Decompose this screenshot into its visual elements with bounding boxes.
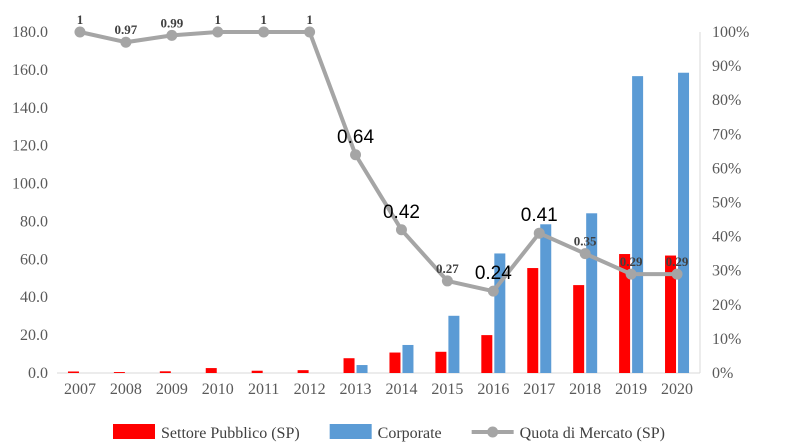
- bar-settore-pubblico: [481, 335, 493, 373]
- y-left-tick-label: 0.0: [28, 365, 48, 382]
- y-left-tick-label: 40.0: [20, 289, 48, 306]
- y-right-tick-label: 90%: [712, 58, 741, 75]
- x-tick-label: 2013: [340, 381, 372, 398]
- x-tick-label: 2020: [661, 381, 693, 398]
- data-label-quota: 0.27: [436, 261, 459, 276]
- y-left-tick-label: 60.0: [20, 251, 48, 268]
- x-tick-label: 2008: [110, 381, 142, 398]
- legend-label: Quota di Mercato (SP): [520, 425, 665, 442]
- y-right-tick-label: 30%: [712, 263, 741, 280]
- bar-settore-pubblico: [619, 254, 631, 373]
- data-label-quota: 0.99: [160, 15, 183, 30]
- line-point-quota: [350, 149, 362, 161]
- y-left-tick-label: 160.0: [12, 62, 48, 79]
- data-label-quota: 0.24: [475, 263, 512, 284]
- bar-corporate: [678, 72, 690, 373]
- bar-settore-pubblico: [113, 372, 125, 373]
- line-point-quota: [74, 26, 86, 38]
- data-label-quota: 1: [77, 12, 84, 27]
- x-tick-label: 2019: [615, 381, 647, 398]
- bar-settore-pubblico: [205, 368, 217, 373]
- y-left-tick-label: 120.0: [12, 138, 48, 155]
- y-right-tick-label: 0%: [712, 365, 733, 382]
- y-left-tick-label: 100.0: [12, 176, 48, 193]
- line-point-quota: [579, 248, 591, 260]
- legend-label: Corporate: [378, 425, 442, 442]
- bar-settore-pubblico: [251, 370, 263, 373]
- y-left-tick-label: 80.0: [20, 213, 48, 230]
- line-point-quota: [441, 275, 453, 287]
- line-point-quota: [625, 268, 637, 280]
- x-tick-label: 2014: [385, 381, 417, 398]
- bar-settore-pubblico: [665, 255, 677, 373]
- data-label-quota: 1: [306, 12, 313, 27]
- line-point-quota: [258, 26, 270, 38]
- line-quota-di-mercato: [79, 30, 678, 294]
- y-left-tick-label: 180.0: [12, 24, 48, 41]
- y-right-tick-label: 100%: [712, 24, 749, 41]
- x-tick-label: 2010: [202, 381, 234, 398]
- y-left-tick-label: 20.0: [20, 327, 48, 344]
- bar-settore-pubblico: [67, 371, 79, 373]
- line-point-quota: [120, 36, 132, 48]
- bar-settore-pubblico: [159, 371, 171, 373]
- legend-swatch-quota-marker: [487, 426, 499, 438]
- legend-swatch-settore-pubblico: [113, 424, 155, 439]
- data-label-quota: 0.41: [521, 205, 558, 226]
- bar-settore-pubblico: [389, 352, 401, 373]
- bar-settore-pubblico: [527, 268, 539, 373]
- line-point-quota: [395, 224, 407, 236]
- bar-settore-pubblico: [343, 358, 355, 373]
- y-right-tick-label: 20%: [712, 297, 741, 314]
- legend-label: Settore Pubblico (SP): [161, 425, 300, 442]
- bar-corporate: [586, 213, 598, 373]
- bar-settore-pubblico: [573, 285, 585, 373]
- bar-corporate: [494, 253, 506, 373]
- x-tick-label: 2017: [523, 381, 555, 398]
- x-tick-label: 2011: [248, 381, 279, 398]
- x-tick-label: 2015: [431, 381, 463, 398]
- y-right-tick-label: 80%: [712, 92, 741, 109]
- y-right-tick-label: 10%: [712, 331, 741, 348]
- y-right-tick-label: 60%: [712, 160, 741, 177]
- bar-corporate: [540, 224, 552, 373]
- y-left-tick-label: 140.0: [12, 100, 48, 117]
- y-right-tick-label: 70%: [712, 126, 741, 143]
- data-label-quota: 0.97: [115, 22, 138, 37]
- line-point-quota: [166, 29, 178, 41]
- data-label-quota: 0.42: [383, 202, 420, 223]
- data-label-quota: 0.35: [574, 234, 597, 249]
- data-label-quota: 0.29: [620, 254, 643, 269]
- line-point-quota: [212, 26, 224, 38]
- data-label-quota: 1: [215, 12, 222, 27]
- x-tick-label: 2009: [156, 381, 188, 398]
- x-tick-label: 2012: [294, 381, 326, 398]
- data-label-quota: 0.29: [666, 254, 689, 269]
- line-point-quota: [304, 26, 316, 38]
- bar-settore-pubblico: [297, 370, 309, 373]
- bar-corporate: [356, 365, 368, 373]
- bar-corporate: [448, 315, 460, 373]
- x-tick-label: 2018: [569, 381, 601, 398]
- x-tick-label: 2007: [64, 381, 96, 398]
- bar-corporate: [632, 76, 644, 373]
- line-point-quota: [671, 268, 683, 280]
- data-label-quota: 1: [260, 12, 267, 27]
- x-tick-label: 2016: [477, 381, 509, 398]
- y-right-tick-label: 40%: [712, 229, 741, 246]
- bar-corporate: [402, 344, 414, 373]
- legend-swatch-corporate: [329, 424, 372, 439]
- bar-settore-pubblico: [435, 351, 447, 373]
- line-point-quota: [533, 227, 545, 239]
- y-right-tick-label: 50%: [712, 195, 741, 212]
- data-label-quota: 0.64: [337, 127, 374, 148]
- line-point-quota: [487, 285, 499, 297]
